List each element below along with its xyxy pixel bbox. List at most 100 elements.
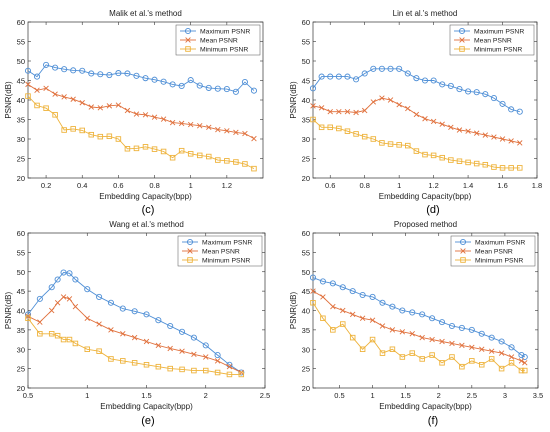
data-point xyxy=(413,111,420,118)
data-point xyxy=(488,334,495,341)
data-point xyxy=(54,300,61,306)
data-point xyxy=(24,67,32,74)
data-point xyxy=(508,360,515,366)
data-point xyxy=(155,363,162,370)
y-tick-label: 30 xyxy=(17,135,25,144)
y-axis-label: PSNR(dB) xyxy=(4,291,13,329)
data-point xyxy=(508,344,515,351)
data-point xyxy=(131,334,138,341)
data-point xyxy=(251,135,257,142)
data-point xyxy=(310,116,316,123)
data-point xyxy=(459,342,465,349)
y-tick-label: 50 xyxy=(17,268,25,277)
series-square xyxy=(310,300,528,374)
data-point xyxy=(370,65,377,72)
data-point xyxy=(60,294,67,300)
data-point xyxy=(115,136,122,142)
series-line xyxy=(27,272,242,373)
series-circle xyxy=(309,274,528,361)
x-axis-label: Embedding Capacity(bpp) xyxy=(379,192,472,201)
y-tick-label: 40 xyxy=(17,96,25,105)
y-axis-label: PSNR(dB) xyxy=(4,81,13,119)
data-point xyxy=(521,353,528,361)
data-point xyxy=(327,73,334,80)
data-point xyxy=(72,340,79,347)
legend-entry: Mean PSNR xyxy=(475,249,513,256)
data-point xyxy=(353,109,359,116)
data-point xyxy=(232,88,239,95)
data-point xyxy=(88,104,94,110)
data-point xyxy=(70,126,76,132)
x-tick-label: 1.6 xyxy=(497,181,507,190)
legend-entry: Mean PSNR xyxy=(474,38,512,45)
data-point xyxy=(320,315,326,322)
data-point xyxy=(361,107,368,114)
data-point xyxy=(379,323,386,329)
y-tick-label: 20 xyxy=(302,174,310,183)
data-point xyxy=(498,365,505,372)
series-cross xyxy=(25,81,257,142)
data-point xyxy=(499,136,506,142)
y-tick-label: 50 xyxy=(302,268,310,277)
data-point xyxy=(115,70,122,77)
y-tick-label: 55 xyxy=(302,248,310,257)
chart-title: Proposed method xyxy=(394,220,457,229)
data-point xyxy=(389,346,396,353)
y-tick-label: 20 xyxy=(302,384,310,393)
x-tick-label: 1.8 xyxy=(532,181,542,190)
data-point xyxy=(359,315,366,321)
y-axis-label: PSNR(dB) xyxy=(289,81,298,119)
data-point xyxy=(516,108,523,115)
y-tick-label: 40 xyxy=(302,96,310,105)
data-point xyxy=(242,161,248,167)
data-point xyxy=(88,70,95,77)
data-point xyxy=(389,327,396,333)
series-circle xyxy=(24,61,258,95)
y-tick-label: 40 xyxy=(17,307,25,316)
data-point xyxy=(517,140,523,146)
data-point xyxy=(238,371,245,378)
data-point xyxy=(197,123,203,129)
data-point xyxy=(66,270,73,277)
chart-title: Lin et al.'s method xyxy=(393,9,458,18)
data-point xyxy=(369,336,376,343)
y-tick-label: 45 xyxy=(302,287,310,296)
y-tick-label: 45 xyxy=(302,77,310,86)
data-point xyxy=(151,114,158,120)
data-point xyxy=(465,128,471,134)
x-tick-label: 0.2 xyxy=(41,181,51,190)
data-point xyxy=(508,354,515,360)
chart-title: Malik et al.'s method xyxy=(109,9,182,18)
data-point xyxy=(318,105,325,111)
x-axis-label: Embedding Capacity(bpp) xyxy=(100,402,193,411)
data-point xyxy=(482,132,489,138)
data-point xyxy=(37,319,43,325)
x-tick-label: 0.5 xyxy=(334,391,344,400)
data-point xyxy=(491,134,497,140)
data-point xyxy=(54,276,61,283)
series-line xyxy=(27,64,255,93)
data-point xyxy=(178,328,186,335)
data-point xyxy=(448,322,456,330)
data-point xyxy=(178,120,185,127)
x-tick-label: 0.6 xyxy=(113,181,123,190)
data-point xyxy=(251,165,257,172)
data-point xyxy=(336,125,342,132)
data-point xyxy=(447,82,454,90)
data-point xyxy=(310,288,316,294)
legend-entry: Maximum PSNR xyxy=(200,29,250,36)
data-point xyxy=(124,145,131,152)
data-point xyxy=(479,362,485,368)
legend-marker xyxy=(184,27,192,35)
y-tick-label: 50 xyxy=(17,57,25,66)
data-point xyxy=(336,108,342,115)
data-point xyxy=(498,350,505,356)
data-point xyxy=(61,66,68,73)
y-tick-label: 55 xyxy=(17,38,25,47)
series-line xyxy=(312,68,520,113)
x-tick-label: 1 xyxy=(85,391,89,400)
data-point xyxy=(115,102,122,108)
data-point xyxy=(191,367,197,374)
y-tick-label: 30 xyxy=(302,135,310,144)
panel-label-e: (e) xyxy=(141,415,154,427)
